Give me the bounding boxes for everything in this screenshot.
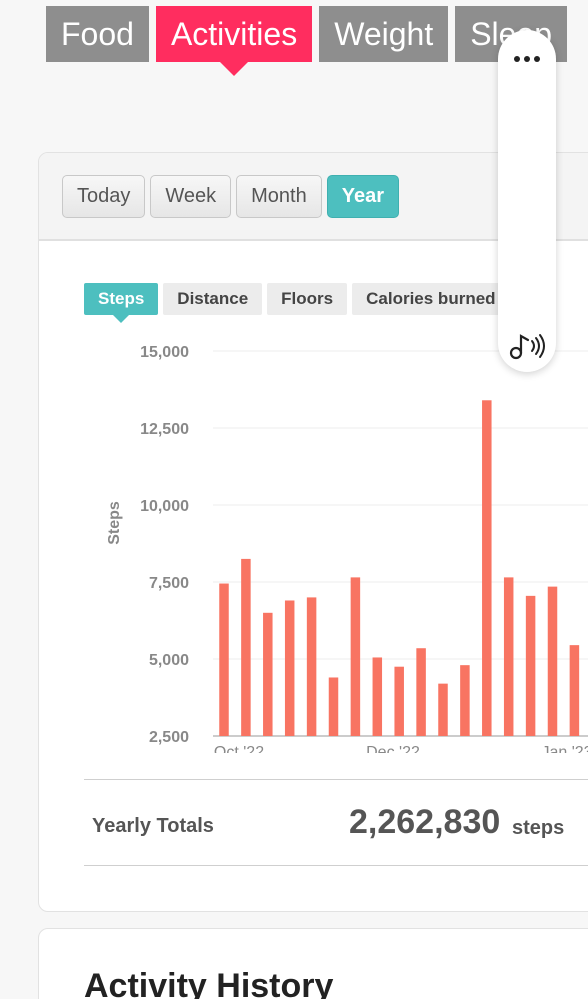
activity-history-title: Activity History [84, 967, 334, 999]
y-tick-label: 15,000 [140, 344, 189, 361]
chart-bar [372, 657, 383, 736]
yearly-totals-unit: steps [512, 817, 565, 839]
metric-tab-distance[interactable]: Distance [163, 283, 263, 315]
yearly-totals-label: Yearly Totals [92, 815, 214, 837]
tab-food[interactable]: Food [46, 6, 149, 62]
chart-bar [394, 666, 404, 736]
x-tick-label: Dec '22 [366, 744, 420, 753]
metric-tab-floors[interactable]: Floors [267, 283, 348, 315]
year-button[interactable]: Year [326, 175, 399, 218]
chart-bar [284, 600, 295, 736]
chart-bar [350, 577, 361, 736]
chart-bar [482, 400, 492, 736]
totals-divider-top [84, 779, 588, 780]
metric-tabs: Steps Distance Floors Calories burned [84, 283, 510, 323]
period-selector: Today Week Month Year [39, 153, 588, 241]
x-tick-label: Jan '23 [541, 744, 588, 753]
chart-bar [328, 677, 339, 736]
activity-card: Today Week Month Year Steps Distance Flo… [38, 152, 588, 912]
chart-bar [219, 583, 229, 736]
y-tick-label: 2,500 [149, 729, 189, 746]
chart-bar [416, 648, 426, 736]
chart-bar [503, 577, 514, 736]
chart-bar [438, 683, 448, 736]
x-tick-label: Oct '22 [214, 744, 264, 753]
chart-bar [241, 558, 251, 736]
chart-bar [525, 595, 536, 736]
today-button[interactable]: Today [62, 175, 146, 218]
metric-tab-calories[interactable]: Calories burned [352, 283, 510, 315]
week-button[interactable]: Week [150, 175, 232, 218]
tab-activities[interactable]: Activities [155, 6, 313, 76]
y-tick-label: 12,500 [140, 421, 189, 438]
y-tick-label: 7,500 [149, 575, 189, 592]
chart-bar [547, 586, 558, 736]
chart-bar [263, 612, 273, 736]
month-button[interactable]: Month [236, 175, 322, 218]
top-tabs: Food Activities Weight Sleep [46, 6, 568, 76]
activity-history-card: Activity History [38, 928, 588, 999]
y-tick-label: 10,000 [140, 498, 189, 515]
music-sound-icon[interactable] [508, 330, 548, 362]
totals-divider-bottom [84, 865, 588, 866]
y-axis-label: Steps [106, 501, 123, 545]
chart-bar [569, 645, 580, 736]
yearly-totals-value: 2,262,830 [349, 803, 501, 841]
metric-tab-steps[interactable]: Steps [84, 283, 159, 323]
chart-bar [460, 665, 470, 736]
chart-bar [306, 597, 317, 736]
more-horizontal-icon[interactable] [498, 50, 556, 68]
tab-weight[interactable]: Weight [319, 6, 449, 62]
floating-overlay [498, 30, 556, 372]
steps-chart-svg: 2,500 5,000 7,500 10,000 12,500 15,000 Steps Oc… [106, 344, 588, 753]
y-tick-label: 5,000 [149, 652, 189, 669]
steps-chart: 2,500 5,000 7,500 10,000 12,500 15,000 Steps Oc… [39, 323, 588, 753]
